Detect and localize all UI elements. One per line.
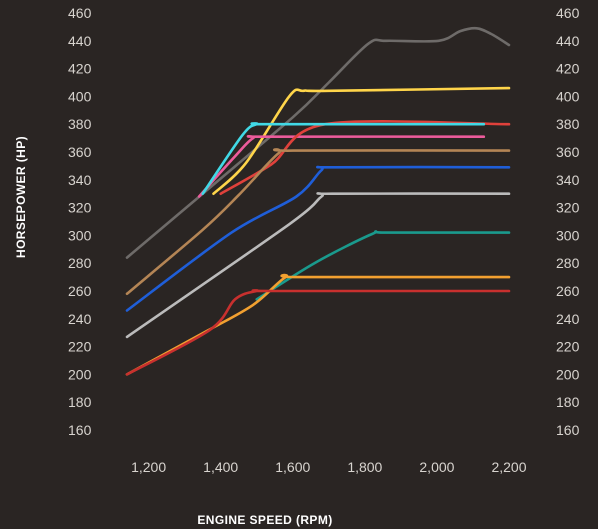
y-tick-label-left: 200 bbox=[68, 366, 92, 382]
y-tick-label-right: 340 bbox=[556, 172, 580, 188]
y-tick-label-right: 360 bbox=[556, 144, 580, 160]
y-tick-label-right: 200 bbox=[556, 366, 580, 382]
y-tick-label-right: 220 bbox=[556, 339, 580, 355]
y-tick-label-left: 320 bbox=[68, 200, 92, 216]
y-tick-label-right: 420 bbox=[556, 61, 580, 77]
y-tick-label-left: 340 bbox=[68, 172, 92, 188]
y-tick-labels-left: 160 180 200 220 240 260 280 300 320 340 360 380 400 4… bbox=[68, 5, 92, 438]
y-tick-label-left: 460 bbox=[68, 5, 92, 21]
y-tick-label-left: 400 bbox=[68, 88, 92, 104]
y-tick-label-left: 380 bbox=[68, 116, 92, 132]
y-tick-label-left: 440 bbox=[68, 33, 92, 49]
y-tick-label-left: 160 bbox=[68, 422, 92, 438]
series-line-6 bbox=[125, 148, 511, 296]
y-tick-label-right: 180 bbox=[556, 394, 580, 410]
series-line-11 bbox=[125, 289, 511, 376]
y-tick-label-left: 180 bbox=[68, 394, 92, 410]
y-tick-label-left: 360 bbox=[68, 144, 92, 160]
y-tick-label-left: 300 bbox=[68, 227, 92, 243]
x-tick-label: 2,200 bbox=[491, 459, 526, 475]
y-tick-label-left: 260 bbox=[68, 283, 92, 299]
y-tick-label-left: 420 bbox=[68, 61, 92, 77]
x-tick-label: 1,800 bbox=[347, 459, 382, 475]
y-tick-label-right: 160 bbox=[556, 422, 580, 438]
y-tick-label-right: 440 bbox=[556, 33, 580, 49]
y-tick-label-right: 260 bbox=[556, 283, 580, 299]
y-tick-label-left: 220 bbox=[68, 339, 92, 355]
y-tick-label-right: 400 bbox=[556, 88, 580, 104]
y-tick-label-right: 460 bbox=[556, 5, 580, 21]
x-tick-label: 1,400 bbox=[203, 459, 238, 475]
series-line-9 bbox=[255, 230, 511, 301]
x-axis-title: ENGINE SPEED (RPM) bbox=[197, 513, 332, 527]
series-line-5 bbox=[201, 122, 486, 195]
y-tick-label-right: 280 bbox=[556, 255, 580, 271]
y-tick-labels-right: 160 180 200 220 240 260 280 300 320 340 360 380 400 4… bbox=[556, 5, 580, 438]
y-tick-label-left: 280 bbox=[68, 255, 92, 271]
series-line-7 bbox=[125, 165, 511, 312]
series-line-2 bbox=[212, 86, 511, 195]
y-tick-label-left: 240 bbox=[68, 311, 92, 327]
y-tick-label-right: 380 bbox=[556, 116, 580, 132]
y-axis-title: HORSEPOWER (HP) bbox=[14, 136, 28, 258]
x-tick-label: 2,000 bbox=[419, 459, 454, 475]
x-tick-labels: 1,200 1,400 1,600 1,800 2,000 2,200 bbox=[131, 459, 527, 475]
series-line-3 bbox=[197, 135, 486, 198]
series-line-1 bbox=[125, 26, 511, 259]
series-lines bbox=[125, 26, 511, 376]
series-line-4 bbox=[219, 120, 511, 195]
y-tick-label-right: 300 bbox=[556, 227, 580, 243]
x-tick-label: 1,200 bbox=[131, 459, 166, 475]
y-tick-label-right: 320 bbox=[556, 200, 580, 216]
x-tick-label: 1,600 bbox=[275, 459, 310, 475]
y-tick-label-right: 240 bbox=[556, 311, 580, 327]
series-line-8 bbox=[125, 192, 511, 339]
